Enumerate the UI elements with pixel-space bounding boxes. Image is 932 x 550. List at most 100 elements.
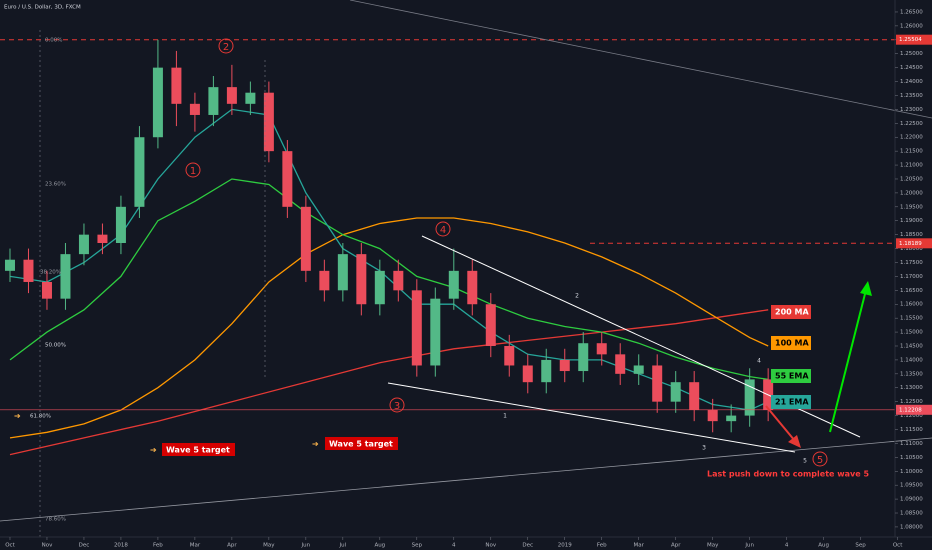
candle-body [689, 382, 700, 411]
x-tick-label: Nov [42, 543, 53, 549]
candle-body [726, 415, 737, 422]
candle-body [485, 304, 496, 346]
x-tick-label: Sep [855, 543, 866, 549]
x-tick-label: Feb [153, 543, 163, 549]
y-tick-label: 1.08000 [900, 524, 923, 530]
trendline [349, 0, 932, 119]
y-tick-label: 1.22500 [900, 121, 923, 127]
wave-label: 2 [223, 42, 229, 53]
y-tick-label: 1.15500 [900, 316, 923, 322]
candle-body [245, 92, 256, 104]
fib-label: 78.60% [45, 517, 66, 523]
fib-label: 23.60% [45, 182, 66, 188]
candle-body [633, 365, 644, 374]
ma-tag [771, 395, 811, 409]
candle-body [522, 365, 533, 383]
level-label: 1.18189 [899, 241, 922, 247]
fib-label: 38.20% [40, 270, 61, 276]
candle-body [171, 67, 182, 104]
y-tick-label: 1.16500 [900, 288, 923, 294]
x-tick-label: Jun [744, 543, 754, 549]
candle-body [615, 354, 626, 374]
candle-body [356, 254, 367, 305]
y-tick-label: 1.11000 [900, 441, 923, 447]
wave-circle [435, 221, 451, 237]
target-box [162, 443, 235, 456]
y-tick-label: 1.26000 [900, 23, 923, 29]
x-tick-label: Apr [227, 543, 237, 549]
candle-body [374, 270, 385, 305]
target-arrow: ➔ [150, 446, 157, 455]
y-tick-label: 1.17500 [900, 260, 923, 266]
down-arrow-head [788, 435, 801, 448]
note: Last push down to complete wave 5 [707, 470, 869, 479]
candle-body [23, 259, 34, 282]
x-tick-label: 2019 [558, 543, 572, 549]
fib-label: 0.00% [45, 38, 62, 44]
x-tick-label: Nov [485, 543, 496, 549]
y-tick-label: 1.08500 [900, 511, 923, 517]
subwave-label: 5 [803, 458, 807, 465]
x-tick-label: Apr [671, 543, 681, 549]
y-tick-label: 1.23000 [900, 107, 923, 113]
candle-body [41, 281, 52, 299]
y-tick-label: 1.11500 [900, 427, 923, 433]
last-price-tag [896, 404, 932, 415]
candle-body [319, 270, 330, 291]
candle-body [300, 206, 311, 271]
y-tick-label: 1.20000 [900, 190, 923, 196]
subwave-label: 4 [757, 358, 761, 365]
candle-body [541, 359, 552, 383]
y-tick-label: 1.10500 [900, 455, 923, 461]
subwave-labels: 1 2 3 4 5 [503, 293, 807, 465]
target-arrow: ➔ [312, 440, 319, 449]
y-tick-label: 1.19000 [900, 218, 923, 224]
x-tick-label: Feb [597, 543, 607, 549]
target-label: Wave 5 target [329, 440, 393, 449]
ma-label: 21 EMA [775, 398, 809, 407]
candle-body [411, 290, 422, 366]
level-label: 1.25504 [899, 37, 922, 43]
subwave-label: 1 [503, 413, 507, 420]
candle-body [467, 270, 478, 305]
x-tick-label: Dec [79, 543, 90, 549]
ma-tag [771, 336, 811, 350]
ma-label: 100 MA [775, 339, 809, 348]
level-tag [896, 34, 932, 45]
target-label: Wave 5 target [166, 446, 230, 455]
ma-line [9, 217, 769, 439]
candle-body [97, 234, 108, 244]
y-tick-label: 1.17000 [900, 274, 923, 280]
x-tick-label: Mar [634, 543, 645, 549]
fib-labels: 0.00% 23.60% 38.20% 50.00% 61.80% 78.60%… [14, 38, 66, 523]
candle-body [393, 270, 404, 291]
y-tick-label: 1.25000 [900, 51, 923, 57]
y-tick-label: 1.12000 [900, 413, 923, 419]
fib-label: 50.00% [45, 343, 66, 349]
y-tick-label: 1.22000 [900, 135, 923, 141]
target-box [325, 437, 398, 450]
wave-circle [812, 451, 828, 467]
y-tick-label: 1.18000 [900, 246, 923, 252]
candle-body [559, 359, 570, 372]
x-tick-label: Aug [374, 543, 385, 549]
subwave-label: 3 [702, 445, 706, 452]
y-tick-label: 1.23500 [900, 93, 923, 99]
y-tick-label: 1.20500 [900, 176, 923, 182]
wave-label: 5 [817, 455, 823, 466]
trendline [0, 437, 932, 522]
y-tick-label: 1.21000 [900, 163, 923, 169]
candle-body [4, 259, 15, 271]
candle-body [430, 298, 441, 366]
wedge-lower [387, 382, 796, 453]
x-tick-label: May [263, 543, 275, 549]
fib-arrow: ➔ [14, 412, 21, 421]
y-tick-label: 1.19500 [900, 204, 923, 210]
x-tick-label: Oct [5, 543, 15, 549]
candle-body [448, 270, 459, 299]
y-tick-label: 1.09500 [900, 483, 923, 489]
chart-title: Euro / U.S. Dollar, 3D, FXCM [4, 5, 81, 11]
x-tick-label: Aug [818, 543, 829, 549]
